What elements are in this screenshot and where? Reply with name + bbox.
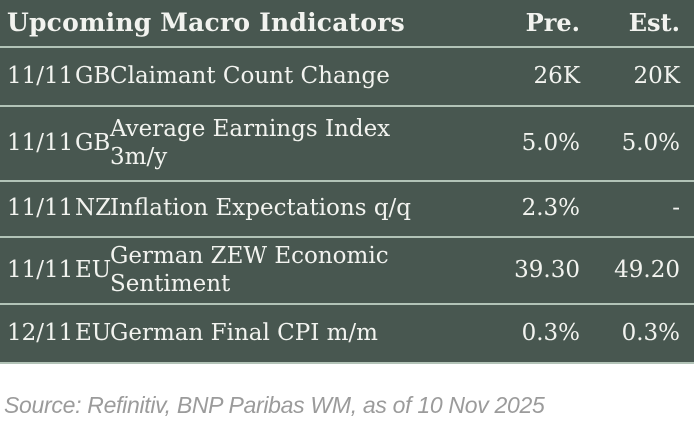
indicator-cell: Claimant Count Change xyxy=(110,62,390,89)
date-cell: 12/11 xyxy=(7,319,74,346)
country-cell: GB xyxy=(75,62,111,89)
table-row: 12/11 EU German Final CPI m/m 0.3% 0.3% xyxy=(0,305,694,364)
indicator-cell: German Final CPI m/m xyxy=(110,319,378,346)
column-header-previous: Pre. xyxy=(525,7,580,37)
table-row: 11/11 NZ Inflation Expectations q/q 2.3%… xyxy=(0,182,694,238)
previous-value-cell: 2.3% xyxy=(521,195,580,222)
column-header-estimate: Est. xyxy=(628,7,680,37)
estimate-value-cell: 0.3% xyxy=(621,319,680,346)
date-cell: 11/11 xyxy=(7,195,74,222)
previous-value-cell: 26K xyxy=(533,62,580,89)
macro-indicators-table: Upcoming Macro Indicators Pre. Est. 11/1… xyxy=(0,0,694,364)
table-row: 11/11 EU German ZEW Economic Sentiment 3… xyxy=(0,238,694,305)
source-attribution: Source: Refinitiv, BNP Paribas WM, as of… xyxy=(4,392,545,418)
indicator-cell: German ZEW Economic Sentiment xyxy=(110,242,389,297)
country-cell: GB xyxy=(75,129,111,156)
estimate-value-cell: 20K xyxy=(633,62,680,89)
date-cell: 11/11 xyxy=(7,129,74,156)
previous-value-cell: 0.3% xyxy=(521,319,580,346)
country-cell: NZ xyxy=(75,195,112,222)
previous-value-cell: 39.30 xyxy=(514,256,580,283)
estimate-value-cell: 49.20 xyxy=(614,256,680,283)
date-cell: 11/11 xyxy=(7,256,74,283)
indicator-cell: Inflation Expectations q/q xyxy=(110,195,412,222)
table-row: 11/11 GB Claimant Count Change 26K 20K xyxy=(0,48,694,107)
estimate-value-cell: 5.0% xyxy=(621,129,680,156)
country-cell: EU xyxy=(75,256,112,283)
table-header-row: Upcoming Macro Indicators Pre. Est. xyxy=(0,0,694,48)
date-cell: 11/11 xyxy=(7,62,74,89)
previous-value-cell: 5.0% xyxy=(521,129,580,156)
indicator-cell: Average Earnings Index 3m/y xyxy=(110,115,391,170)
country-cell: EU xyxy=(75,319,112,346)
table-row: 11/11 GB Average Earnings Index 3m/y 5.0… xyxy=(0,107,694,182)
estimate-value-cell: - xyxy=(672,195,680,222)
table-title: Upcoming Macro Indicators xyxy=(7,8,405,37)
